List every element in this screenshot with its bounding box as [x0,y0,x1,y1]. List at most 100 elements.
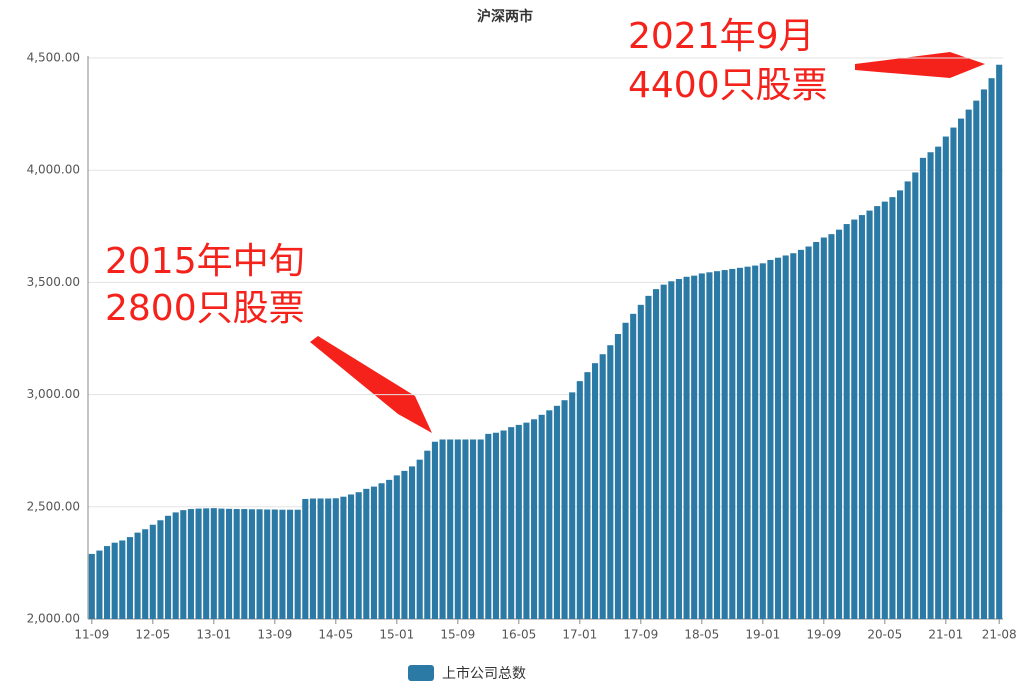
annotation: 2015年中旬 [105,241,305,282]
bar [104,546,111,619]
bar [584,372,591,619]
bar [393,475,400,619]
bar [431,441,438,619]
bar [111,542,118,619]
bar [904,181,911,620]
bar [126,537,133,619]
bar [691,275,698,619]
bar [813,242,820,619]
bar [683,276,690,619]
bar [630,313,637,619]
bar [302,498,309,619]
bar [561,400,568,619]
x-tick-label: 11-09 [74,628,109,642]
bar [378,483,385,619]
bar [851,219,858,619]
bar [332,498,339,619]
chart-title: 沪深两市 [477,8,533,25]
y-tick-label: 4,500.00 [27,51,80,65]
bar [210,508,217,619]
bar [797,249,804,619]
bar [134,532,141,619]
bar [317,498,324,619]
bar [218,508,225,619]
bar [447,439,454,619]
bar [165,515,172,619]
bar [866,210,873,620]
bar [454,439,461,619]
bar [340,496,347,619]
bar [912,172,919,619]
bar [279,509,286,619]
bar [477,439,484,619]
bar [675,279,682,619]
x-tick-label: 14-05 [318,628,353,642]
arrow [310,336,432,433]
bar [370,486,377,619]
y-tick-label: 3,000.00 [27,387,80,401]
bar [622,322,629,619]
bar [508,427,515,619]
bar [874,206,881,619]
bar [386,479,393,619]
bar [187,509,194,619]
bar [980,89,987,619]
bar [614,334,621,619]
bar [897,190,904,619]
bar [409,466,416,619]
bar [515,424,522,619]
bar [424,450,431,619]
bar [256,509,263,619]
bar [744,266,751,619]
bar [653,289,660,619]
x-tick-label: 21-08 [982,628,1017,642]
bar [195,508,202,619]
bar [416,459,423,619]
bar [919,157,926,619]
bar [996,64,1003,620]
bar [523,422,530,619]
bar [828,234,835,620]
bar [714,271,721,619]
bar [248,509,255,619]
bar [820,237,827,619]
bar [858,215,865,619]
x-tick-label: 13-09 [257,628,292,642]
x-tick-label: 20-05 [867,628,902,642]
bar [142,529,149,619]
bar [569,392,576,619]
bar [348,494,355,619]
bar [531,419,538,619]
x-tick-label: 13-01 [196,628,231,642]
bar [592,363,599,619]
legend-label: 上市公司总数 [442,665,526,682]
bar [782,255,789,620]
bar [287,509,294,619]
annotation: 4400只股票 [628,65,828,106]
bar [355,492,362,619]
bar [668,281,675,619]
bar [729,268,736,619]
bar [843,224,850,619]
bar [226,508,233,619]
bar [470,439,477,619]
bar [88,553,95,619]
bar [736,267,743,619]
bar [439,439,446,619]
y-tick-label: 2,500.00 [27,499,80,513]
bar [706,272,713,619]
bar [805,246,812,619]
bar [759,263,766,619]
bar [180,510,187,619]
x-tick-label: 12-05 [135,628,170,642]
bar [607,345,614,619]
bar [325,498,332,619]
bar [485,433,492,619]
bar [698,273,705,619]
x-tick-label: 21-01 [928,628,963,642]
bar [264,509,271,619]
bar [309,498,316,619]
bar [119,540,126,619]
bar [935,146,942,619]
